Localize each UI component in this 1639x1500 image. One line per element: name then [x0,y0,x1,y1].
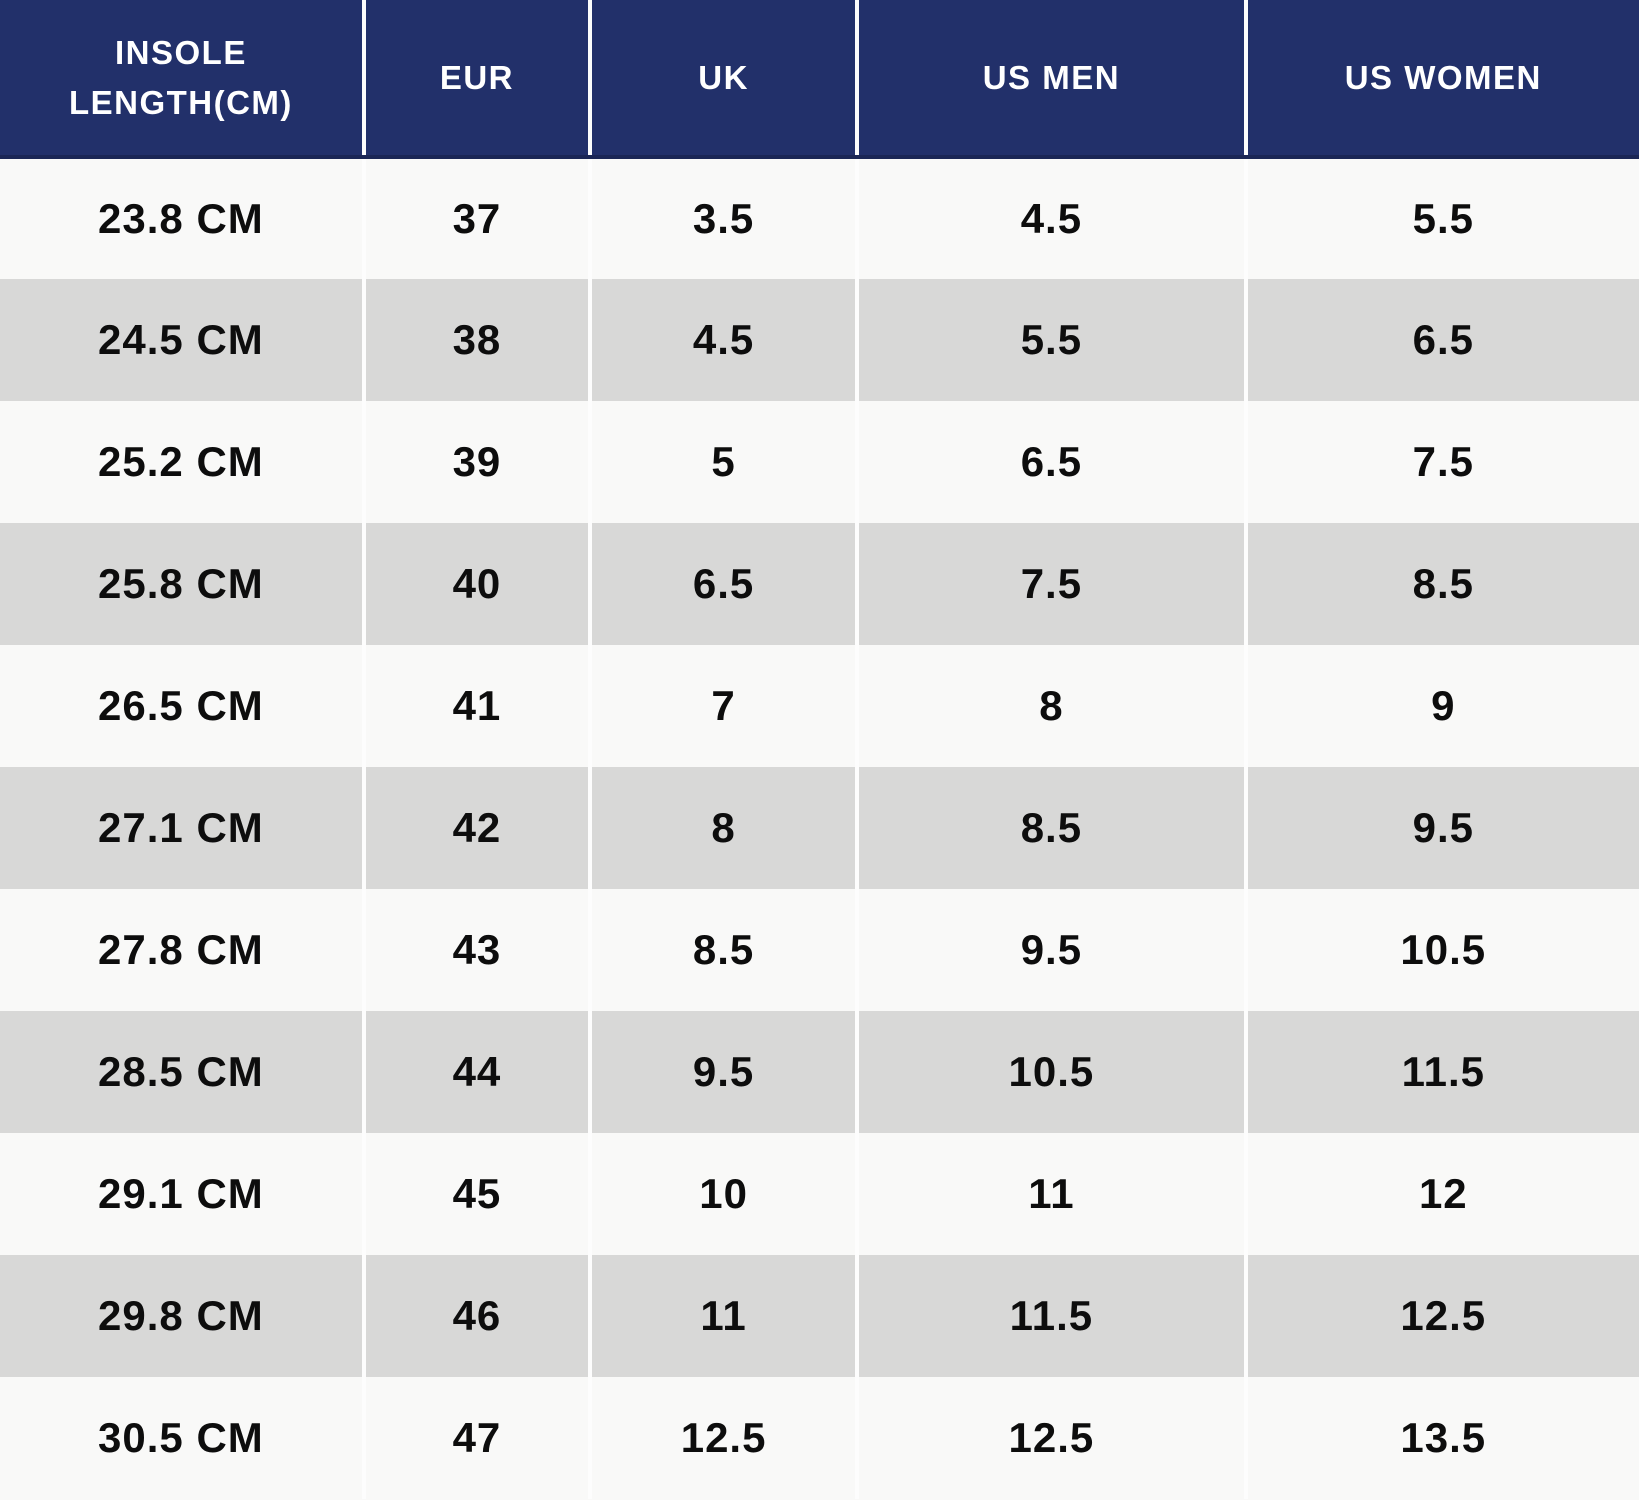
insole-length-cell: 27.1 CM [0,767,364,889]
table-row: 27.8 CM 43 8.5 9.5 10.5 [0,889,1639,1011]
header-cell-us-women: US WOMEN [1243,0,1639,159]
us-men-size-cell: 12.5 [855,1377,1246,1499]
us-men-size-cell: 11 [855,1133,1246,1255]
us-women-size-cell: 7.5 [1243,401,1639,523]
header-cell-uk: UK [588,0,858,159]
table-row: 24.5 CM 38 4.5 5.5 6.5 [0,279,1639,401]
table-row: 29.1 CM 45 10 11 12 [0,1133,1639,1255]
insole-length-cell: 25.2 CM [0,401,364,523]
eur-size-cell: 45 [361,1133,591,1255]
us-men-size-cell: 7.5 [855,523,1246,645]
insole-length-cell: 25.8 CM [0,523,364,645]
us-women-size-cell: 11.5 [1243,1011,1639,1133]
eur-size-cell: 41 [361,645,591,767]
uk-size-cell: 3.5 [588,157,858,279]
table-row: 23.8 CM 37 3.5 4.5 5.5 [0,157,1639,279]
uk-size-cell: 4.5 [588,279,858,401]
table-row: 25.2 CM 39 5 6.5 7.5 [0,401,1639,523]
insole-length-cell: 23.8 CM [0,157,364,279]
insole-length-cell: 29.8 CM [0,1255,364,1377]
us-men-size-cell: 9.5 [855,889,1246,1011]
eur-size-cell: 43 [361,889,591,1011]
table-body: 23.8 CM 37 3.5 4.5 5.5 24.5 CM 38 4.5 5.… [0,157,1639,1499]
us-women-size-cell: 12 [1243,1133,1639,1255]
us-women-size-cell: 12.5 [1243,1255,1639,1377]
header-cell-eur: EUR [361,0,591,159]
us-women-size-cell: 5.5 [1243,157,1639,279]
us-men-size-cell: 6.5 [855,401,1246,523]
table-row: 28.5 CM 44 9.5 10.5 11.5 [0,1011,1639,1133]
us-women-size-cell: 13.5 [1243,1377,1639,1499]
us-women-size-cell: 8.5 [1243,523,1639,645]
table-row: 25.8 CM 40 6.5 7.5 8.5 [0,523,1639,645]
us-women-size-cell: 6.5 [1243,279,1639,401]
insole-length-cell: 30.5 CM [0,1377,364,1499]
header-row: INSOLE LENGTH(CM) EUR UK US MEN US WOMEN [0,0,1639,159]
eur-size-cell: 40 [361,523,591,645]
us-men-size-cell: 5.5 [855,279,1246,401]
uk-size-cell: 6.5 [588,523,858,645]
us-men-size-cell: 10.5 [855,1011,1246,1133]
us-men-size-cell: 8.5 [855,767,1246,889]
uk-size-cell: 5 [588,401,858,523]
insole-length-cell: 28.5 CM [0,1011,364,1133]
us-men-size-cell: 4.5 [855,157,1246,279]
us-women-size-cell: 10.5 [1243,889,1639,1011]
us-men-size-cell: 11.5 [855,1255,1246,1377]
table-row: 30.5 CM 47 12.5 12.5 13.5 [0,1377,1639,1499]
eur-size-cell: 39 [361,401,591,523]
insole-length-cell: 29.1 CM [0,1133,364,1255]
insole-length-cell: 24.5 CM [0,279,364,401]
us-women-size-cell: 9.5 [1243,767,1639,889]
insole-length-cell: 27.8 CM [0,889,364,1011]
header-cell-us-men: US MEN [855,0,1246,159]
header-cell-insole-length: INSOLE LENGTH(CM) [0,0,364,159]
us-women-size-cell: 9 [1243,645,1639,767]
uk-size-cell: 8.5 [588,889,858,1011]
uk-size-cell: 8 [588,767,858,889]
us-men-size-cell: 8 [855,645,1246,767]
table-row: 27.1 CM 42 8 8.5 9.5 [0,767,1639,889]
eur-size-cell: 38 [361,279,591,401]
eur-size-cell: 37 [361,157,591,279]
header-label-insole-length: INSOLE LENGTH(CM) [68,34,293,121]
table-row: 29.8 CM 46 11 11.5 12.5 [0,1255,1639,1377]
eur-size-cell: 42 [361,767,591,889]
uk-size-cell: 11 [588,1255,858,1377]
eur-size-cell: 44 [361,1011,591,1133]
table-header: INSOLE LENGTH(CM) EUR UK US MEN US WOMEN [0,0,1639,159]
uk-size-cell: 7 [588,645,858,767]
insole-length-cell: 26.5 CM [0,645,364,767]
table-row: 26.5 CM 41 7 8 9 [0,645,1639,767]
uk-size-cell: 10 [588,1133,858,1255]
eur-size-cell: 46 [361,1255,591,1377]
uk-size-cell: 12.5 [588,1377,858,1499]
eur-size-cell: 47 [361,1377,591,1499]
uk-size-cell: 9.5 [588,1011,858,1133]
